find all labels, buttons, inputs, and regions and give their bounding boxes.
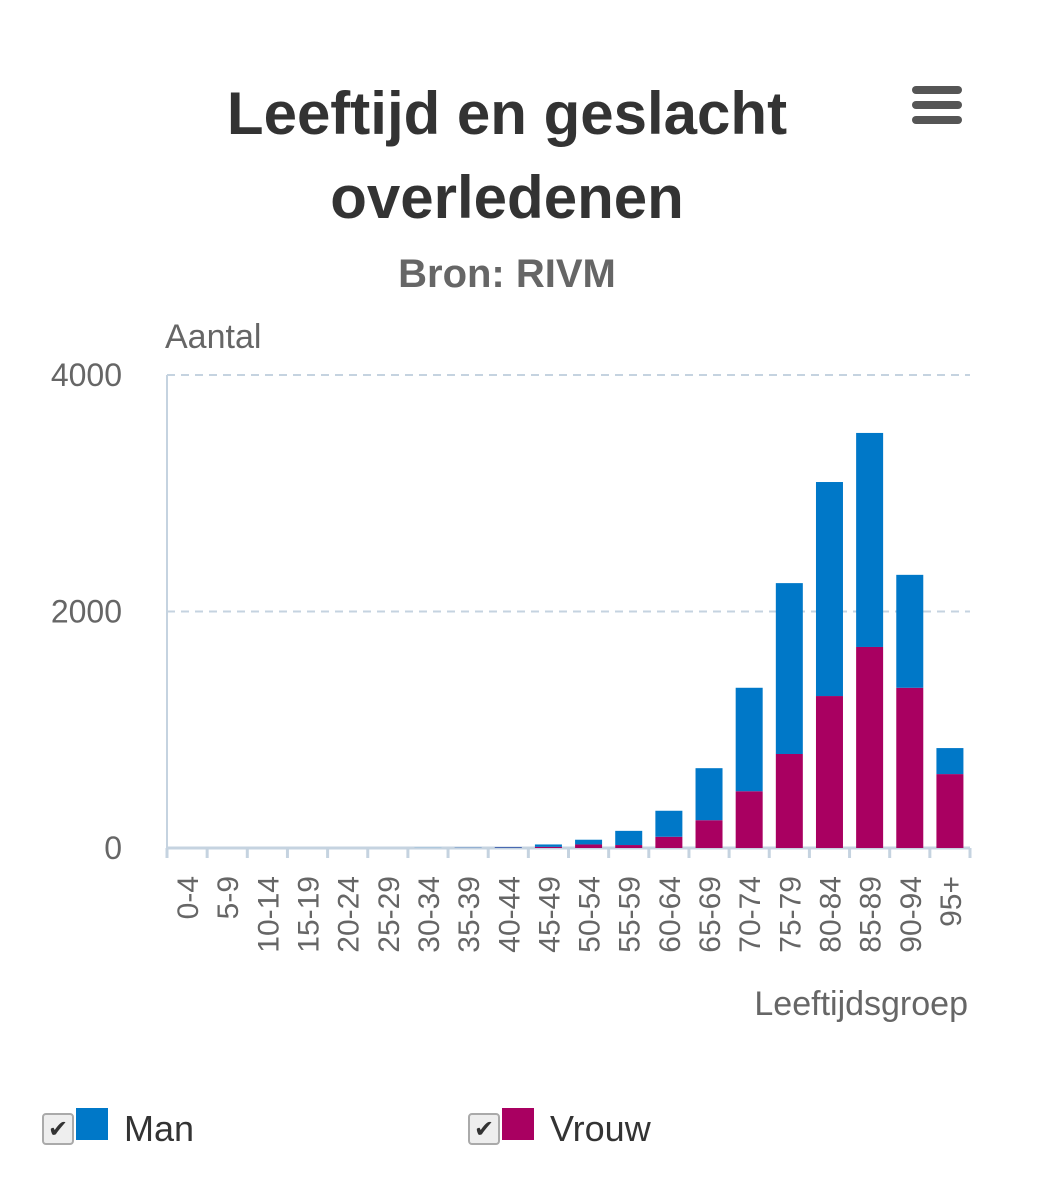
bar-man [575,839,603,845]
hamburger-icon[interactable] [912,86,962,126]
bar-man [615,830,643,846]
x-tick-label: 80-84 [814,876,847,953]
x-tick-label: 0-4 [172,876,205,919]
checkbox-checked-icon[interactable]: ✔ [42,1113,74,1145]
y-axis-title: Aantal [165,318,261,356]
x-tick-label: 10-14 [252,876,285,953]
x-tick-label: 20-24 [333,876,366,953]
y-tick-label: 2000 [51,594,122,630]
x-tick-label: 55-59 [614,876,647,953]
legend-label-vrouw: Vrouw [550,1108,651,1149]
bar-vrouw [775,753,803,848]
x-tick-label: 15-19 [293,876,326,953]
bar-vrouw [735,791,763,848]
bar-vrouw [936,774,964,848]
x-tick-label: 60-64 [654,876,687,953]
bar-vrouw [615,845,643,848]
x-tick-label: 95+ [935,876,968,927]
legend-swatch-vrouw [502,1108,534,1140]
bar-man [936,748,964,775]
legend-item-man[interactable]: ✔ Man [42,1108,194,1150]
bar-man [815,482,843,697]
bar-vrouw [695,820,723,848]
bar-man [655,810,683,837]
x-tick-label: 75-79 [774,876,807,953]
chart-title: Leeftijd en geslacht overledenen [226,80,788,231]
legend-item-vrouw[interactable]: ✔ Vrouw [468,1108,651,1150]
bar-man [896,574,924,688]
x-tick-label: 45-49 [533,876,566,953]
chart-subtitle: Bron: RIVM [398,252,616,296]
x-tick-label: 85-89 [855,876,888,953]
x-tick-label: 25-29 [373,876,406,953]
bar-man [775,583,803,754]
x-tick-label: 35-39 [453,876,486,953]
bar-vrouw [655,836,683,848]
x-tick-label: 40-44 [493,876,526,953]
bar-man [695,768,723,821]
y-tick-label: 4000 [51,357,122,393]
bar-vrouw [534,846,562,848]
y-tick-label: 0 [104,830,122,866]
bar-man [735,687,763,792]
bar-vrouw [575,844,603,848]
chart-plot: Aantal 0 2000 4000 0-4 5-9 10-14 15-19 20-24 25-2… [51,318,972,1023]
x-axis-title: Leeftijdsgroep [754,985,968,1023]
bar-man [534,844,562,847]
x-tick-label: 90-94 [895,876,928,953]
bar-vrouw [896,687,924,848]
bar-vrouw [856,646,884,848]
x-tick-label: 70-74 [734,876,767,953]
checkbox-checked-icon[interactable]: ✔ [468,1113,500,1145]
bar-man [494,847,522,848]
x-tick-label: 5-9 [212,876,245,919]
legend-swatch-man [76,1108,108,1140]
bar-vrouw [815,696,843,848]
x-tick-label: 65-69 [694,876,727,953]
legend-label-man: Man [124,1108,195,1149]
x-tick-label: 30-34 [413,876,446,953]
bar-man [856,432,884,647]
x-tick-label: 50-54 [574,876,607,953]
